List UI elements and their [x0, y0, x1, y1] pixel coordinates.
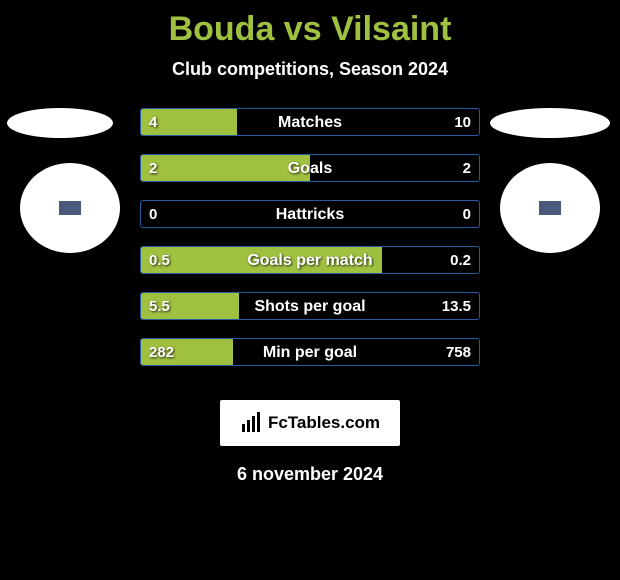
stat-label: Hattricks	[141, 201, 479, 227]
stat-label: Goals	[141, 155, 479, 181]
player-right-ellipse	[490, 108, 610, 138]
stat-value-right: 0.2	[450, 247, 471, 273]
brand-text: FcTables.com	[268, 413, 380, 433]
stat-row: 0.5Goals per match0.2	[140, 246, 480, 274]
flag-icon	[538, 200, 562, 216]
player-left-circle	[20, 163, 120, 253]
stat-value-right: 10	[454, 109, 471, 135]
stat-bars: 4Matches10 2Goals2 0Hattricks0 0.5Goals per…	[140, 108, 480, 384]
stat-row: 282Min per goal758	[140, 338, 480, 366]
stat-value-right: 2	[463, 155, 471, 181]
stat-row: 2Goals2	[140, 154, 480, 182]
brand-badge: FcTables.com	[220, 400, 400, 446]
stat-row: 4Matches10	[140, 108, 480, 136]
stat-row: 0Hattricks0	[140, 200, 480, 228]
stat-value-right: 13.5	[442, 293, 471, 319]
player-left-ellipse	[7, 108, 113, 138]
stat-label: Matches	[141, 109, 479, 135]
bars-icon	[240, 412, 262, 434]
date-text: 6 november 2024	[0, 464, 620, 485]
stat-value-right: 758	[446, 339, 471, 365]
comparison-chart: 4Matches10 2Goals2 0Hattricks0 0.5Goals per…	[0, 108, 620, 388]
page-title: Bouda vs Vilsaint	[0, 0, 620, 49]
player-right-circle	[500, 163, 600, 253]
stat-row: 5.5Shots per goal13.5	[140, 292, 480, 320]
stat-label: Min per goal	[141, 339, 479, 365]
stat-value-right: 0	[463, 201, 471, 227]
stat-label: Shots per goal	[141, 293, 479, 319]
page-subtitle: Club competitions, Season 2024	[0, 59, 620, 80]
stat-label: Goals per match	[141, 247, 479, 273]
flag-icon	[58, 200, 82, 216]
